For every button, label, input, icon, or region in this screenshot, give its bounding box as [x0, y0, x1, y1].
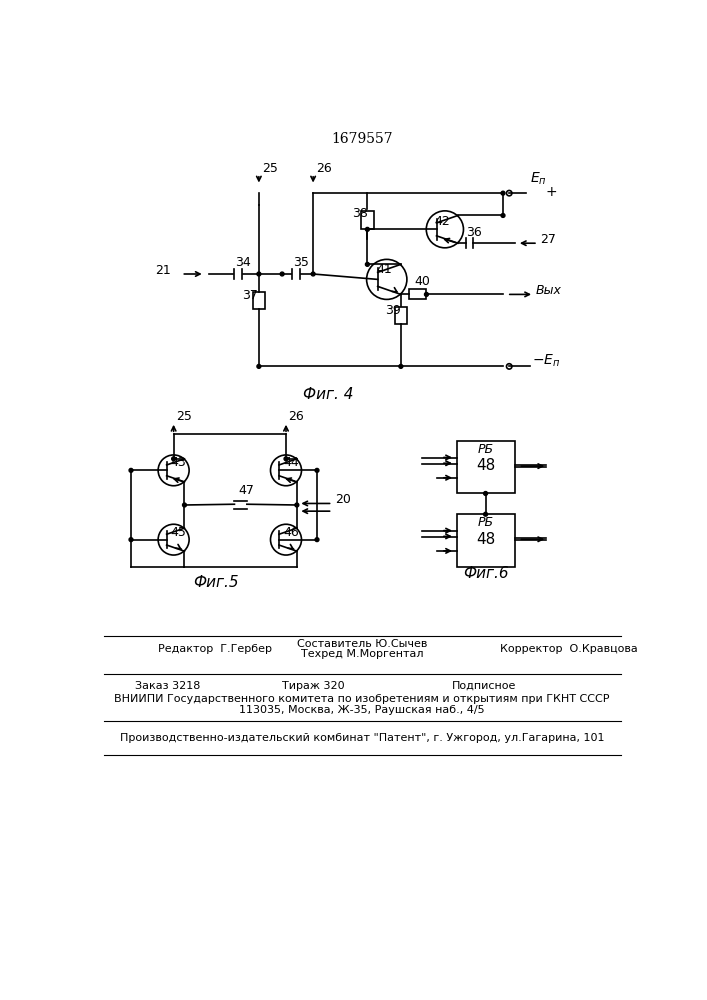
Text: РБ: РБ — [477, 443, 493, 456]
Circle shape — [484, 492, 488, 495]
Circle shape — [257, 272, 261, 276]
Text: 26: 26 — [288, 410, 304, 423]
Text: $-E_п$: $-E_п$ — [532, 353, 560, 369]
Bar — [457, 441, 515, 493]
Circle shape — [280, 272, 284, 276]
Text: 45: 45 — [170, 526, 187, 539]
Text: 37: 37 — [242, 289, 257, 302]
Circle shape — [295, 503, 299, 507]
Text: Фиг.6: Фиг.6 — [463, 566, 508, 581]
Circle shape — [501, 191, 505, 195]
Text: 35: 35 — [293, 256, 309, 269]
Circle shape — [366, 262, 369, 266]
Text: Заказ 3218: Заказ 3218 — [135, 681, 200, 691]
Text: 113035, Москва, Ж-35, Раушская наб., 4/5: 113035, Москва, Ж-35, Раушская наб., 4/5 — [239, 705, 485, 715]
Text: Вых: Вых — [535, 284, 561, 297]
Circle shape — [424, 292, 428, 296]
Text: Подписное: Подписное — [452, 681, 516, 691]
Text: ВНИИПИ Государственного комитета по изобретениям и открытиям при ГКНТ СССР: ВНИИПИ Государственного комитета по изоб… — [115, 694, 609, 704]
Circle shape — [484, 512, 488, 516]
Circle shape — [311, 272, 315, 276]
Circle shape — [129, 538, 133, 542]
Text: 41: 41 — [376, 263, 392, 276]
Text: 25: 25 — [262, 162, 278, 175]
Bar — [252, 292, 265, 309]
Text: 48: 48 — [476, 532, 495, 546]
Text: +: + — [546, 185, 557, 199]
Text: Корректор  О.Кравцова: Корректор О.Кравцова — [500, 644, 638, 654]
Circle shape — [399, 364, 403, 368]
Text: 46: 46 — [283, 526, 298, 539]
Text: 27: 27 — [540, 233, 556, 246]
Text: Фиг.5: Фиг.5 — [194, 575, 239, 590]
Text: РБ: РБ — [477, 516, 493, 529]
Text: Техред М.Моргентал: Техред М.Моргентал — [300, 649, 423, 659]
Text: 34: 34 — [235, 256, 250, 269]
Circle shape — [257, 364, 261, 368]
Circle shape — [315, 468, 319, 472]
Circle shape — [315, 538, 319, 542]
Text: 43: 43 — [170, 456, 186, 470]
Circle shape — [129, 468, 133, 472]
Bar — [361, 211, 373, 229]
Text: Составитель Ю.Сычев: Составитель Ю.Сычев — [297, 639, 427, 649]
Bar — [457, 514, 515, 567]
Text: 48: 48 — [476, 458, 495, 473]
Text: 26: 26 — [316, 162, 332, 175]
Circle shape — [366, 227, 369, 231]
Text: 21: 21 — [156, 264, 171, 277]
Text: 20: 20 — [336, 493, 351, 506]
Text: Фиг. 4: Фиг. 4 — [303, 387, 354, 402]
Text: $E_п$: $E_п$ — [530, 171, 547, 187]
Text: 1679557: 1679557 — [331, 132, 393, 146]
Circle shape — [501, 214, 505, 217]
Bar — [395, 307, 407, 324]
Circle shape — [182, 503, 187, 507]
Text: 38: 38 — [352, 207, 368, 220]
Text: 42: 42 — [434, 215, 450, 228]
Bar — [409, 289, 426, 299]
Circle shape — [284, 457, 288, 461]
Text: 47: 47 — [238, 484, 255, 497]
Text: 39: 39 — [385, 304, 401, 317]
Text: Тираж 320: Тираж 320 — [282, 681, 344, 691]
Text: Производственно-издательский комбинат "Патент", г. Ужгород, ул.Гагарина, 101: Производственно-издательский комбинат "П… — [119, 733, 604, 743]
Text: Редактор  Г.Гербер: Редактор Г.Гербер — [158, 644, 272, 654]
Text: 36: 36 — [467, 226, 482, 238]
Text: 40: 40 — [415, 275, 431, 288]
Circle shape — [172, 457, 175, 461]
Text: 44: 44 — [283, 456, 298, 470]
Text: 25: 25 — [176, 410, 192, 423]
